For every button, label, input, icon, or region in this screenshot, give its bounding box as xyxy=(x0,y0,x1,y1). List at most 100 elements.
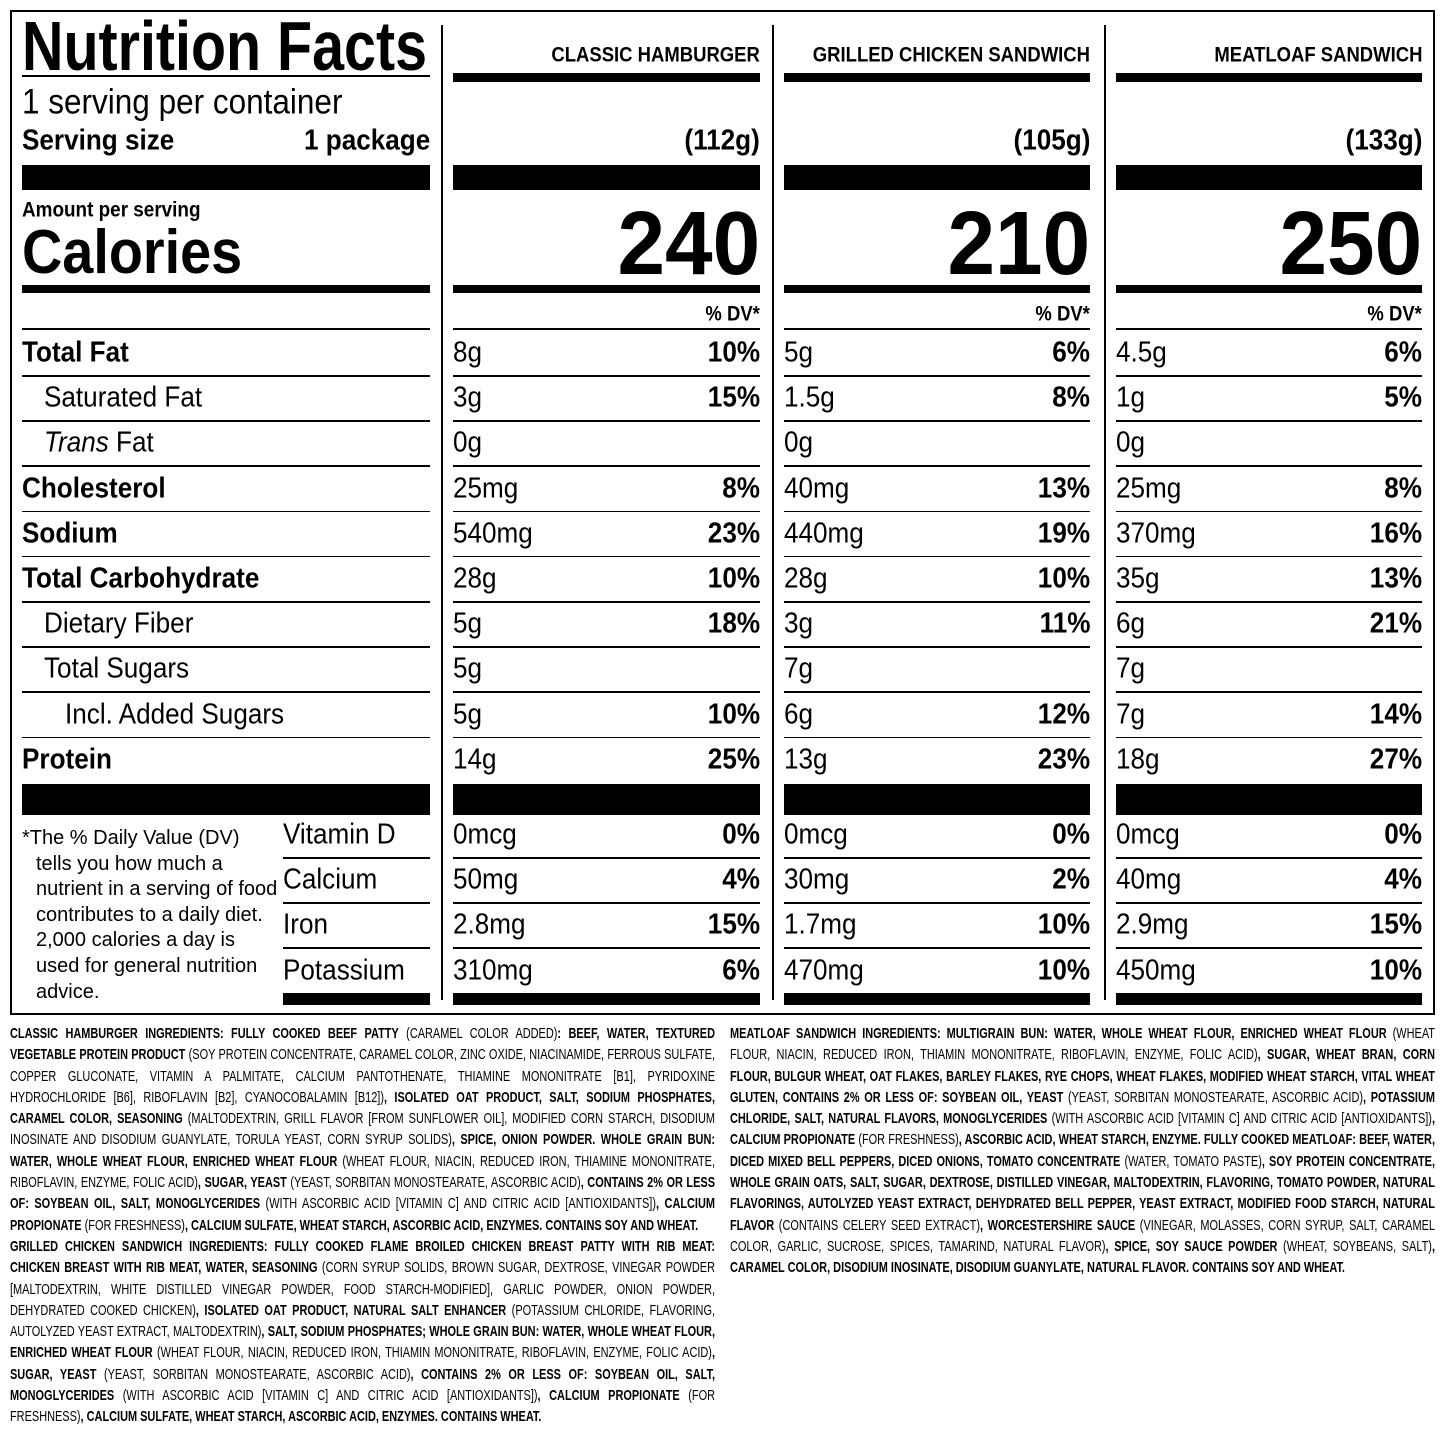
nutrient-dv: 10% xyxy=(707,562,760,595)
rule xyxy=(784,601,1090,603)
rule xyxy=(453,420,760,422)
nutrient-amount: 370mg xyxy=(1116,517,1196,550)
vitamin-dv: 2% xyxy=(1052,863,1090,896)
ingredient-text: (CARAMEL COLOR ADDED) xyxy=(398,1026,558,1042)
rule xyxy=(22,285,430,293)
vitamin-dv: 10% xyxy=(1037,908,1090,941)
dv-header: % DV* xyxy=(1367,302,1422,326)
ingredient-text: (FOR FRESHNESS) xyxy=(81,1217,185,1234)
vitamin-dv: 4% xyxy=(722,863,760,896)
nutrient-dv: 19% xyxy=(1037,517,1090,550)
rule xyxy=(1116,285,1422,293)
product-serving: (133g) xyxy=(1345,124,1422,157)
nutrient-dv: 25% xyxy=(707,743,760,776)
rule xyxy=(1116,902,1422,904)
nutrient-dv: 6% xyxy=(1052,336,1090,369)
nutrient-dv: 8% xyxy=(722,472,760,505)
rule xyxy=(453,691,760,693)
ingredient-text: (WHEAT FLOUR, NIACIN, REDUCED IRON, THIA… xyxy=(730,1026,1435,1064)
ingredient-text: (CONTAINS CELERY SEED EXTRACT) xyxy=(774,1217,980,1234)
nutrient-dv: 8% xyxy=(1052,381,1090,414)
outer-border xyxy=(10,10,1435,1015)
rule xyxy=(453,285,760,293)
nutrient-dv: 10% xyxy=(1037,562,1090,595)
vitamin-amount: 50mg xyxy=(453,863,519,896)
nutrient-dv: 13% xyxy=(1369,562,1422,595)
nutrient-label: Dietary Fiber xyxy=(43,607,193,640)
product-serving: (112g) xyxy=(684,124,760,157)
vitamin-amount: 2.8mg xyxy=(453,908,526,941)
nutrient-dv: 11% xyxy=(1039,607,1090,640)
ingredient-paragraph: GRILLED CHICKEN SANDWICH INGREDIENTS: FU… xyxy=(10,1237,715,1429)
ingredient-bold: , POTASSIUM CHLORIDE, SALT, NATURAL FLAV… xyxy=(730,1089,1435,1128)
rule xyxy=(1116,947,1422,949)
rule xyxy=(453,328,760,330)
ingredient-bold: , ASCORBIC ACID, WHEAT STARCH, ENZYME. F… xyxy=(730,1132,1435,1170)
rule xyxy=(1116,465,1422,467)
rule xyxy=(283,947,430,949)
rule xyxy=(784,73,1090,82)
product-name: GRILLED CHICKEN SANDWICH xyxy=(812,43,1090,67)
ingredient-bold: , CALCIUM PROPIONATE xyxy=(730,1111,1435,1149)
rule xyxy=(453,465,760,467)
nutrient-amount: 5g xyxy=(453,607,483,640)
ingredient-bold: CLASSIC HAMBURGER INGREDIENTS: FULLY COO… xyxy=(10,1026,399,1042)
rule xyxy=(453,555,760,558)
nutrient-amount: 13g xyxy=(784,743,828,776)
nutrient-label: Total Carbohydrate xyxy=(22,562,260,595)
vitamin-amount: 450mg xyxy=(1116,954,1196,987)
rule xyxy=(784,857,1090,859)
vitamin-dv: 10% xyxy=(1369,954,1422,987)
ingredients: CLASSIC HAMBURGER INGREDIENTS: FULLY COO… xyxy=(10,1024,1435,1440)
rule xyxy=(453,947,760,949)
ingredient-bold: , WORCESTERSHIRE SAUCE xyxy=(979,1217,1136,1234)
rule xyxy=(784,510,1090,513)
rule xyxy=(784,902,1090,904)
ingredient-text: (WITH ASCORBIC ACID [VITAMIN C] AND CITR… xyxy=(260,1196,656,1213)
vitamin-amount: 30mg xyxy=(784,863,850,896)
nutrient-amount: 7g xyxy=(784,652,814,685)
rule xyxy=(1116,736,1422,739)
vitamin-dv: 0% xyxy=(722,818,760,851)
nutrient-amount: 6g xyxy=(784,698,814,731)
amount-per-serving: Amount per serving xyxy=(22,198,201,222)
rule xyxy=(453,902,760,904)
ingredient-bold: , ISOLATED OAT PRODUCT, SALT, SODIUM PHO… xyxy=(10,1089,715,1128)
rule xyxy=(784,691,1090,693)
serving-size-label: Serving size xyxy=(22,124,175,157)
rule xyxy=(22,601,430,603)
vitamin-amount: 0mcg xyxy=(1116,818,1180,851)
rule xyxy=(453,784,760,815)
nutrient-dv: 21% xyxy=(1369,607,1422,640)
ingredient-bold: , SOY PROTEIN CONCENTRATE, WHOLE GRAIN O… xyxy=(730,1153,1435,1234)
nutrient-dv: 23% xyxy=(1037,743,1090,776)
serving-size-value: 1 package xyxy=(303,124,430,157)
ingredient-bold: , SALT, SODIUM PHOSPHATES; WHOLE GRAIN B… xyxy=(10,1324,715,1362)
nutrient-amount: 14g xyxy=(453,743,497,776)
ingredient-bold: , SPICE, ONION POWDER. WHOLE GRAIN BUN: … xyxy=(10,1132,715,1170)
vitamin-label: Calcium xyxy=(283,863,378,896)
ingredient-text: (CORN SYRUP SOLIDS, BROWN SUGAR, DEXTROS… xyxy=(10,1260,715,1319)
rule xyxy=(1116,857,1422,859)
rule xyxy=(784,646,1090,648)
rule xyxy=(453,993,760,1005)
ingredient-bold: , SPICE, SOY SAUCE POWDER xyxy=(1105,1238,1278,1255)
rule xyxy=(453,601,760,603)
ingredient-text: (SOY PROTEIN CONCENTRATE, CARAMEL COLOR,… xyxy=(10,1047,715,1106)
product-name: MEATLOAF SANDWICH xyxy=(1213,43,1422,67)
product-calories: 210 xyxy=(947,194,1090,294)
nutrient-amount: 1g xyxy=(1116,381,1146,414)
rule xyxy=(784,947,1090,949)
ingredient-bold: , SUGAR, YEAST xyxy=(10,1345,715,1383)
nutrient-amount: 35g xyxy=(1116,562,1160,595)
rule xyxy=(22,75,430,77)
vitamin-amount: 0mcg xyxy=(784,818,848,851)
ingredient-text: (WITH ASCORBIC ACID [VITAMIN C] AND CITR… xyxy=(114,1388,538,1405)
rule xyxy=(784,993,1090,1005)
nutrient-label-italic: Trans xyxy=(43,426,109,459)
ingredient-text: (VINEGAR, MOLASSES, CORN SYRUP, SALT, CA… xyxy=(730,1217,1435,1255)
ingredient-text: (WITH ASCORBIC ACID [VITAMIN C] AND CITR… xyxy=(1047,1111,1432,1128)
nutrient-amount: 440mg xyxy=(784,517,864,550)
ingredient-text: (WHEAT FLOUR, NIACIN, REDUCED IRON, THIA… xyxy=(152,1345,712,1362)
nutrient-dv: 15% xyxy=(707,381,760,414)
